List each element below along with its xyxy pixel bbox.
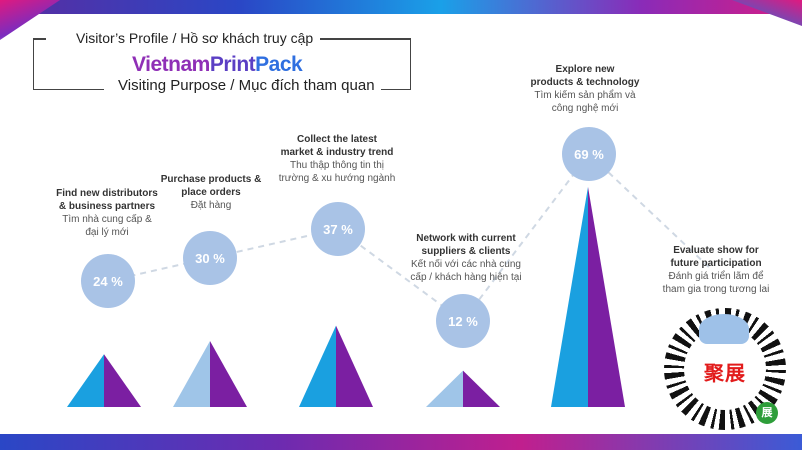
brand-logo-part-1: Vietnam bbox=[132, 53, 210, 76]
category-label-en: Purchase products & bbox=[160, 174, 262, 185]
title-frame bbox=[33, 38, 411, 90]
category-label: Explore new products & technology Tìm kiếm… bbox=[505, 63, 665, 115]
value-label: 24 % bbox=[81, 254, 135, 308]
qr-avatar-image bbox=[699, 314, 749, 344]
qr-badge-icon: 展 bbox=[756, 402, 778, 424]
trend-dashed-line bbox=[107, 152, 713, 323]
category-label-en: products & technology bbox=[530, 77, 640, 88]
category-label-en: & business partners bbox=[58, 201, 156, 212]
category-label-vi: công nghệ mới bbox=[551, 103, 619, 114]
brand-logo-part-3: Pack bbox=[255, 53, 303, 76]
category-label-en: market & industry trend bbox=[280, 147, 394, 158]
category-label: Find new distributors & business partners… bbox=[27, 187, 187, 239]
category-label: Collect the latest market & industry tren… bbox=[257, 133, 417, 185]
category-label: Network with current suppliers & clients K… bbox=[386, 232, 546, 284]
value-label: 69 % bbox=[562, 127, 616, 181]
brand-logo-part-2: Print bbox=[209, 53, 256, 76]
category-label-en: Explore new bbox=[555, 64, 615, 75]
category-label-vi: Tìm kiếm sản phẩm và bbox=[534, 90, 636, 101]
brand-logo: VietnamPrintPack bbox=[132, 53, 303, 77]
title-frame-bottom-right bbox=[380, 88, 410, 90]
category-label-en: suppliers & clients bbox=[421, 246, 511, 257]
category-label-vi: tham gia trong tương lai bbox=[662, 284, 770, 295]
category-label-vi: Đánh giá triển lãm để bbox=[668, 271, 764, 282]
category-label-en: Collect the latest bbox=[296, 134, 378, 145]
category-label-en: future participation bbox=[670, 258, 762, 269]
category-label-en: Network with current bbox=[416, 233, 516, 244]
category-label-en: Evaluate show for bbox=[673, 245, 759, 256]
category-label: Purchase products & place orders Đặt hàng bbox=[131, 173, 291, 212]
category-label-vi: Đặt hàng bbox=[190, 200, 232, 211]
pyramid-left-face bbox=[67, 354, 104, 407]
category-label-vi: Tìm nhà cung cấp & bbox=[62, 214, 152, 225]
category-label-vi: Kết nối với các nhà cung bbox=[411, 259, 521, 270]
top-decorative-band bbox=[0, 0, 802, 14]
pyramid-right-face bbox=[463, 370, 500, 407]
pyramid-left-face bbox=[299, 325, 336, 407]
bottom-decorative-band bbox=[0, 434, 802, 450]
category-label-vi: Thu thập thông tin thị bbox=[290, 160, 384, 171]
pyramid-right-face bbox=[588, 186, 625, 407]
category-label-en: place orders bbox=[181, 187, 241, 198]
title-frame-bottom-left bbox=[34, 88, 104, 90]
profile-title: Visitor’s Profile / Hồ sơ khách truy cập bbox=[72, 30, 320, 46]
qr-code[interactable]: 聚展 展 bbox=[664, 308, 786, 430]
pyramid-left-face bbox=[426, 370, 463, 407]
qr-logo-text: 聚展 bbox=[692, 361, 758, 387]
pyramid-right-face bbox=[104, 354, 141, 407]
pyramid-left-face bbox=[551, 186, 588, 407]
category-label: Evaluate show for future participation Đán… bbox=[636, 244, 796, 296]
category-label-vi: đại lý mới bbox=[85, 227, 129, 238]
category-label-en: Find new distributors bbox=[56, 188, 158, 199]
value-label: 37 % bbox=[311, 202, 365, 256]
chart-title: Visiting Purpose / Mục đích tham quan bbox=[112, 77, 381, 94]
category-label-vi: trường & xu hướng ngành bbox=[278, 173, 396, 184]
pyramid-left-face bbox=[173, 341, 210, 407]
category-label-vi: cấp / khách hàng hiện tại bbox=[410, 272, 522, 283]
value-label: 30 % bbox=[183, 231, 237, 285]
pyramid-right-face bbox=[210, 341, 247, 407]
pyramid-right-face bbox=[336, 325, 373, 407]
value-label: 12 % bbox=[436, 294, 490, 348]
